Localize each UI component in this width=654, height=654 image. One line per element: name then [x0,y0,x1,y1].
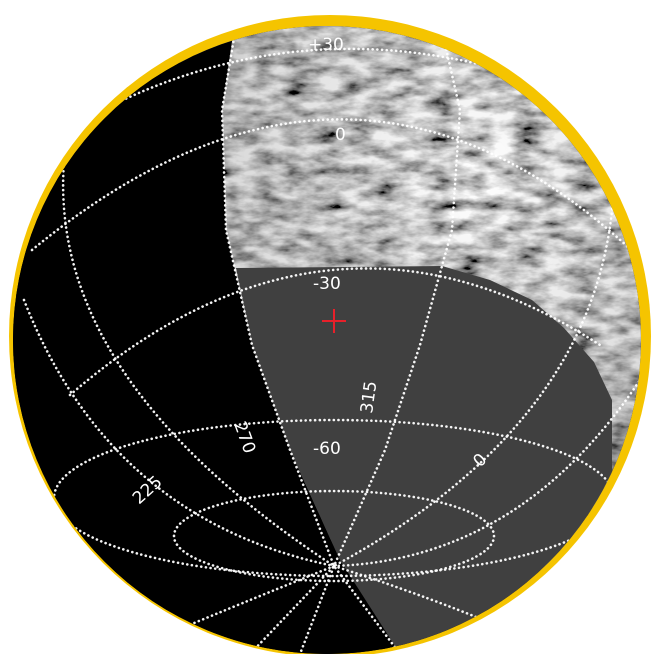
night-side [13,26,400,654]
lat-label-minus60: -60 [313,439,341,459]
meridian-180 [22,298,336,568]
lon-label-315: 315 [357,380,381,415]
latitude-line-minus75 [172,489,496,583]
meridian-315 [298,26,462,654]
latitude-line-0 [30,118,641,270]
meridian-45 [332,378,641,568]
lat-label-0: 0 [335,125,346,145]
lat-label-plus30: +30 [308,35,344,55]
latitude-line-minus30 [68,267,602,397]
center-marker [322,309,346,333]
meridian-225 [61,118,337,654]
lat-label-minus30: -30 [313,274,341,294]
